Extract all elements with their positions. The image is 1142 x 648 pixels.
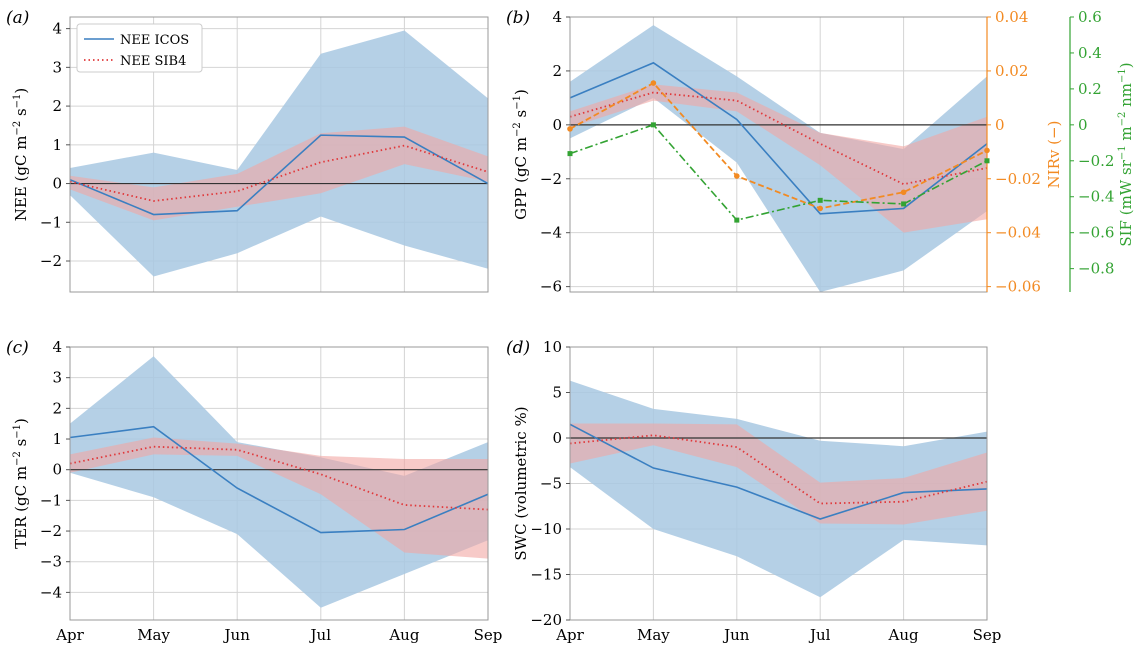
sib4-series-line	[69, 445, 489, 511]
icos-series-line	[69, 425, 489, 534]
legend-icos-label: NEE ICOS	[120, 33, 189, 48]
sif-point	[984, 158, 990, 164]
x-tick-label: Jun	[223, 626, 251, 644]
x-tick-label: May	[637, 626, 670, 644]
y-tick-label: 10	[543, 338, 562, 356]
y-axis-label: GPP (gC m−2 s−1)	[512, 89, 530, 220]
nirv-point	[567, 126, 573, 132]
x-tick-label: Apr	[55, 626, 84, 644]
nirv-point	[900, 189, 907, 196]
nirv-series-line	[569, 81, 988, 210]
legend-box	[76, 23, 203, 73]
y-tick-label: 0	[552, 116, 562, 134]
x-tick-label: Apr	[555, 626, 584, 644]
y-tick-label: 4	[552, 8, 562, 26]
uncertainty-band	[70, 356, 488, 608]
x-tick-label: Sep	[973, 626, 1002, 644]
panel-a: −2 −1 0 1 2 3 4 (a) NEE (gC m−2 s−1) NEE ICOS NEE …	[6, 8, 489, 293]
sif-point	[817, 197, 823, 203]
panel-tag: (d)	[506, 338, 530, 358]
panel-b: −6 −4 −2 0 2 4 (b) GPP (gC m−2 s−1) −0.06 −0.04 −0…	[506, 8, 1135, 296]
panel-d: −20 −15 −10 −5 0 5 10 Apr May Jun Jul Aug Sep (d) SWC …	[506, 338, 1001, 644]
nirv-point	[734, 173, 740, 179]
x-tick-label: Aug	[388, 626, 419, 644]
sif-tick-label: −0.4	[1078, 188, 1114, 206]
y-tick-label: 4	[52, 338, 62, 356]
y-tick-label: −4	[40, 583, 62, 601]
nirv-point	[984, 147, 990, 154]
y-tick-label: 0	[52, 175, 62, 193]
y-tick-label: −2	[540, 170, 562, 188]
y-tick-label: −6	[540, 278, 562, 296]
y-axis-label: SWC (volumetric %)	[512, 406, 530, 560]
y-axis-label: TER (gC m−2 s−1)	[12, 418, 30, 549]
nirv-tick-label: −0.06	[995, 278, 1041, 296]
plot-frame	[69, 346, 489, 621]
y-tick-label: 0	[552, 429, 562, 447]
y-axis-label: NEE (gC m−2 s−1)	[12, 88, 30, 222]
y-tick-label: −2	[40, 252, 62, 270]
nirv-tick-label: −0.02	[995, 170, 1041, 188]
sib4-series-line	[569, 91, 988, 186]
sif-series-line	[569, 123, 988, 221]
y-tick-label: 1	[52, 430, 62, 448]
sif-tick-label: −0.6	[1078, 224, 1114, 242]
y-tick-label: −1	[40, 213, 62, 231]
x-tick-label: Jun	[722, 626, 750, 644]
panel-tag: (a)	[6, 8, 29, 28]
y-tick-label: 3	[52, 369, 62, 387]
uncertainty-band	[70, 437, 488, 559]
sif-point	[901, 201, 907, 207]
nirv-tick-label: 0.04	[995, 8, 1028, 26]
panel-tag: (c)	[6, 338, 29, 358]
sif-tick-label: 0.4	[1078, 44, 1102, 62]
sif-point	[734, 217, 740, 223]
plot-frame	[69, 16, 489, 293]
y-tick-label: −20	[530, 611, 562, 629]
y-tick-label: 3	[52, 58, 62, 76]
icos-series-line	[69, 134, 489, 216]
x-tick-label: Sep	[474, 626, 503, 644]
nirv-point	[817, 205, 823, 212]
sif-tick-label: −0.2	[1078, 152, 1114, 170]
nirv-tick-label: 0.02	[995, 62, 1028, 80]
y-tick-label: −5	[540, 475, 562, 493]
sif-point	[567, 151, 573, 157]
y-tick-label: −15	[530, 566, 562, 584]
icos-series-line	[569, 61, 988, 215]
y-tick-label: 2	[52, 97, 62, 115]
x-tick-label: Jul	[309, 626, 332, 644]
legend-sib4-label: NEE SIB4	[120, 54, 186, 69]
x-tick-label: Jul	[808, 626, 831, 644]
y-tick-label: 1	[52, 136, 62, 154]
y-tick-label: −10	[530, 520, 562, 538]
y-tick-label: 2	[552, 62, 562, 80]
y-tick-label: −1	[40, 491, 62, 509]
icos-series-line	[569, 423, 988, 520]
panel-c: −4 −3 −2 −1 0 1 2 3 4 Apr May Jun Jul Aug Sep (c) TER (g…	[6, 338, 502, 644]
sif-tick-label: 0.2	[1078, 80, 1102, 98]
y-tick-label: 2	[52, 399, 62, 417]
y-tick-label: −3	[40, 553, 62, 571]
sif-tick-label: −0.8	[1078, 260, 1114, 278]
nirv-tick-label: −0.04	[995, 224, 1041, 242]
x-tick-label: Aug	[888, 626, 919, 644]
nirv-point	[650, 80, 657, 86]
nirv-axis-label: NIRv (−)	[1045, 121, 1063, 189]
y-tick-label: −4	[540, 224, 562, 242]
sif-point	[650, 122, 656, 128]
y-tick-label: 4	[52, 20, 62, 38]
panel-tag: (b)	[506, 8, 530, 28]
x-tick-label: May	[137, 626, 170, 644]
y-tick-label: 5	[552, 384, 562, 402]
y-tick-label: −2	[40, 522, 62, 540]
y-tick-label: 0	[52, 461, 62, 479]
nirv-tick-label: 0	[995, 116, 1005, 134]
sif-tick-label: 0	[1078, 116, 1088, 134]
sif-tick-label: 0.6	[1078, 8, 1102, 26]
sif-axis-label: SIF (mW sr−1 m−2 nm−1)	[1117, 62, 1135, 246]
